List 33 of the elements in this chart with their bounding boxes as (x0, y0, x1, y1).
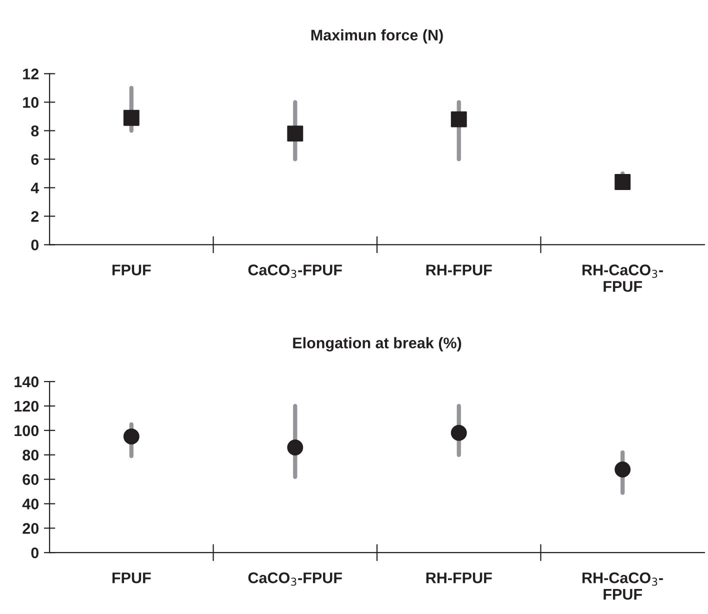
x-tick-label: RH-FPUF (426, 264, 492, 276)
category-label: RH-CaCO$_{3}$-FPUF (582, 572, 663, 600)
y-tick-label: 120 (14, 400, 39, 412)
chart-title: Elongation at break (%) (293, 337, 462, 352)
y-tick-label: 0 (31, 240, 39, 250)
point (287, 440, 304, 456)
x-tick-label: FPUF (112, 264, 151, 276)
x-tick-label: FPUF (112, 572, 151, 584)
y-tick-label: 80 (22, 450, 39, 461)
y-tick-label: 8 (31, 126, 39, 136)
x-tick-label: CaCO$_{3}$-FPUF (248, 572, 342, 586)
category-label: RH-CaCO$_{3}$-FPUF (582, 264, 663, 292)
y-tick-label: 20 (22, 523, 39, 534)
point (123, 428, 140, 445)
y-tick-label: 140 (14, 376, 39, 388)
point (123, 110, 140, 126)
x-tick-label: RH-FPUF (426, 572, 492, 584)
chart-title: Maximun force (N) (311, 29, 443, 44)
point (450, 111, 467, 128)
x-tick-label: CaCO$_{3}$-FPUF (248, 264, 342, 278)
y-tick-label: 60 (22, 474, 39, 485)
y-tick-label: 100 (14, 425, 39, 436)
y-tick-label: 0 (31, 547, 39, 558)
point (287, 126, 304, 142)
y-tick-label: 40 (22, 498, 39, 510)
y-tick-label: 10 (23, 97, 39, 108)
y-tick-label: 2 (31, 211, 39, 222)
y-tick-label: 6 (31, 154, 39, 165)
point (614, 174, 631, 190)
point (450, 424, 467, 441)
point (614, 462, 631, 478)
y-tick-label: 4 (30, 182, 40, 194)
y-tick-label: 12 (23, 68, 39, 80)
